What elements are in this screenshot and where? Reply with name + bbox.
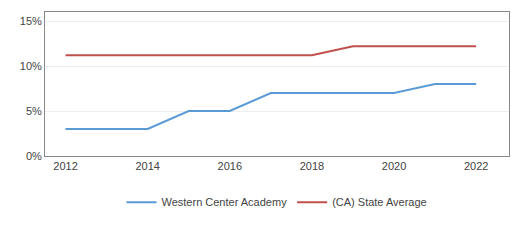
svg-text:0%: 0% [26,150,42,162]
svg-text:10%: 10% [20,60,42,72]
svg-text:2012: 2012 [53,160,77,172]
svg-text:2020: 2020 [382,160,406,172]
svg-text:Western Center Academy: Western Center Academy [162,196,288,208]
svg-text:2016: 2016 [218,160,242,172]
svg-text:(CA) State Average: (CA) State Average [332,196,427,208]
svg-text:2014: 2014 [135,160,159,172]
svg-text:5%: 5% [26,105,42,117]
svg-text:15%: 15% [20,15,42,27]
svg-text:2022: 2022 [464,160,488,172]
svg-text:2018: 2018 [300,160,324,172]
